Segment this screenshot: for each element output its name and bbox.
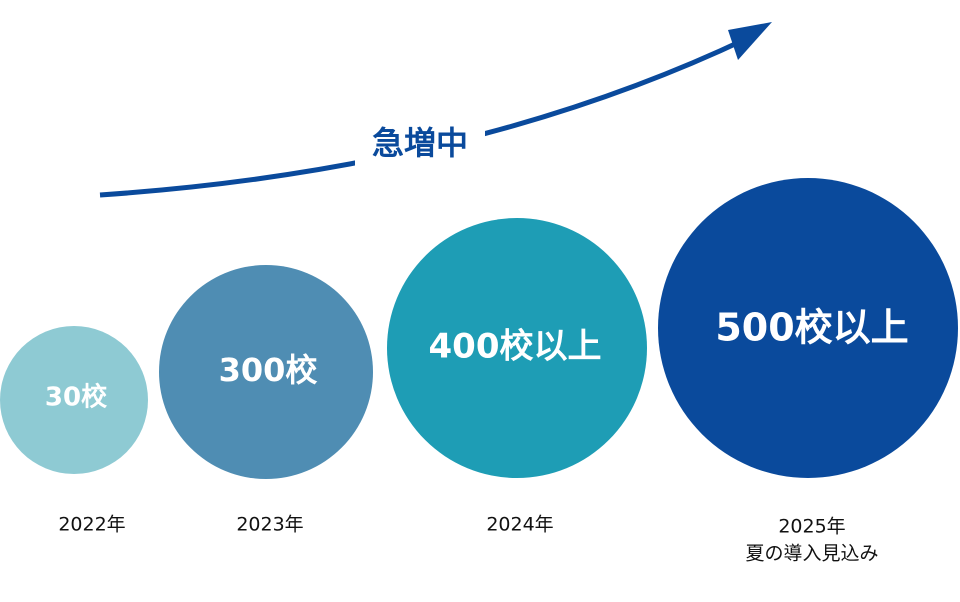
circle [159,265,373,479]
growth-arrow [99,35,750,198]
label-background [355,120,485,170]
circle [387,218,647,478]
count-label: 30校 [45,382,108,413]
count-label: 500校以上 [715,306,908,350]
count-label: 400校以上 [429,327,602,367]
count-label: 300校 [219,351,318,389]
year-label: 2025年 [778,516,845,538]
year-label: 2022年 [58,514,125,536]
year-label: 2023年 [236,514,303,536]
circle [658,178,958,478]
arrow-label: 急増中 [372,124,468,162]
year-label: 2024年 [486,514,553,536]
circle [0,326,148,474]
note-label: 夏の導入見込み [745,543,878,565]
arrow-head [728,22,772,60]
